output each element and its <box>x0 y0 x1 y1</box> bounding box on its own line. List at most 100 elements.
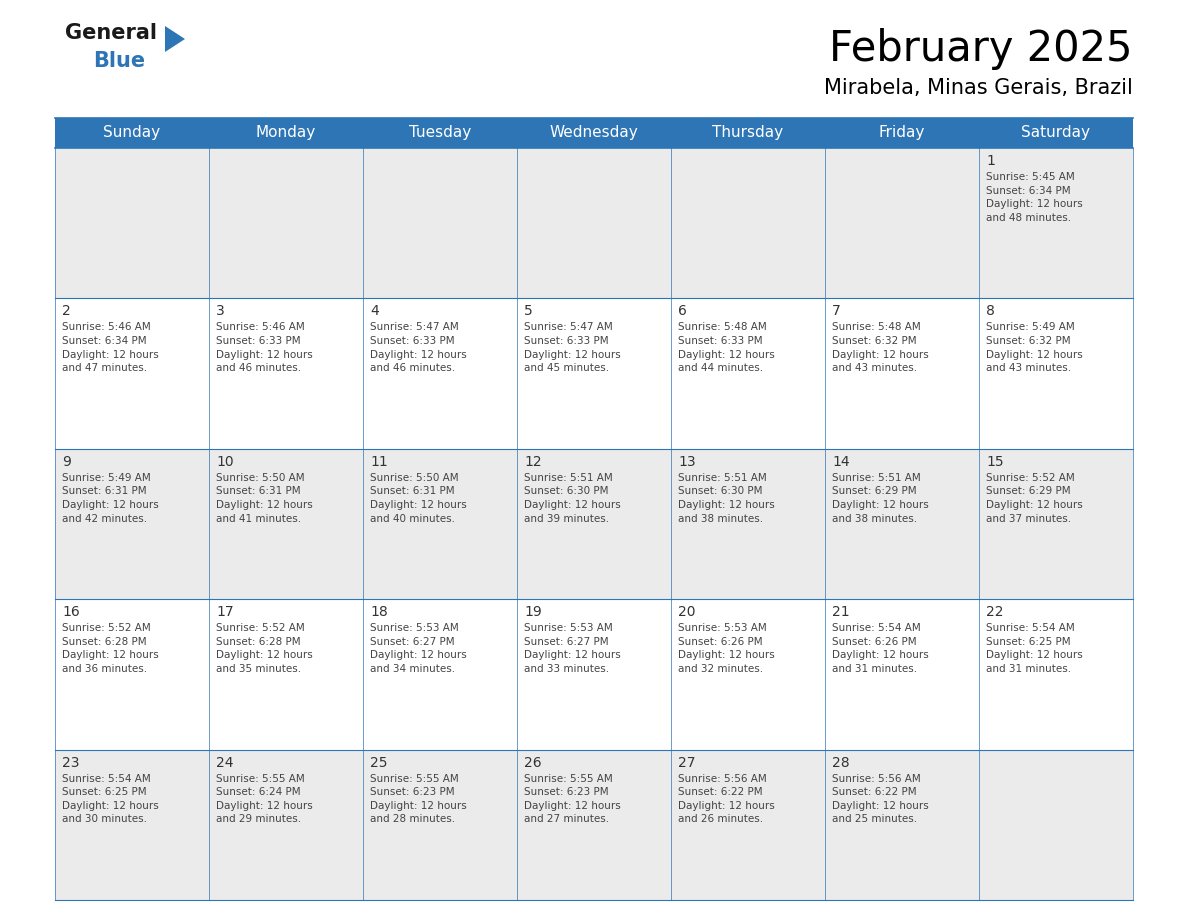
Bar <box>671 298 824 449</box>
Text: 16: 16 <box>62 605 80 620</box>
Bar <box>979 148 1133 298</box>
Bar <box>55 599 209 750</box>
Text: Sunrise: 5:54 AM
Sunset: 6:25 PM
Daylight: 12 hours
and 30 minutes.: Sunrise: 5:54 AM Sunset: 6:25 PM Dayligh… <box>62 774 159 824</box>
Text: 13: 13 <box>678 454 696 469</box>
Bar <box>517 298 671 449</box>
Text: February 2025: February 2025 <box>829 28 1133 70</box>
Bar <box>364 148 517 298</box>
Polygon shape <box>165 26 185 52</box>
Text: Sunrise: 5:56 AM
Sunset: 6:22 PM
Daylight: 12 hours
and 25 minutes.: Sunrise: 5:56 AM Sunset: 6:22 PM Dayligh… <box>832 774 929 824</box>
Bar <box>824 449 979 599</box>
Text: 24: 24 <box>216 756 234 769</box>
Bar <box>209 750 364 900</box>
Bar <box>364 750 517 900</box>
Text: 6: 6 <box>678 305 687 319</box>
Text: Tuesday: Tuesday <box>409 126 472 140</box>
Text: Sunrise: 5:47 AM
Sunset: 6:33 PM
Daylight: 12 hours
and 45 minutes.: Sunrise: 5:47 AM Sunset: 6:33 PM Dayligh… <box>524 322 621 374</box>
Text: 28: 28 <box>832 756 849 769</box>
Text: Saturday: Saturday <box>1022 126 1091 140</box>
Text: 9: 9 <box>62 454 71 469</box>
Text: 20: 20 <box>678 605 695 620</box>
Text: Sunrise: 5:55 AM
Sunset: 6:24 PM
Daylight: 12 hours
and 29 minutes.: Sunrise: 5:55 AM Sunset: 6:24 PM Dayligh… <box>216 774 312 824</box>
Text: Sunrise: 5:55 AM
Sunset: 6:23 PM
Daylight: 12 hours
and 27 minutes.: Sunrise: 5:55 AM Sunset: 6:23 PM Dayligh… <box>524 774 621 824</box>
Text: 17: 17 <box>216 605 234 620</box>
Text: Sunrise: 5:45 AM
Sunset: 6:34 PM
Daylight: 12 hours
and 48 minutes.: Sunrise: 5:45 AM Sunset: 6:34 PM Dayligh… <box>986 172 1082 223</box>
Text: Sunrise: 5:54 AM
Sunset: 6:25 PM
Daylight: 12 hours
and 31 minutes.: Sunrise: 5:54 AM Sunset: 6:25 PM Dayligh… <box>986 623 1082 674</box>
Bar <box>824 750 979 900</box>
Text: 11: 11 <box>369 454 387 469</box>
Text: Sunrise: 5:50 AM
Sunset: 6:31 PM
Daylight: 12 hours
and 41 minutes.: Sunrise: 5:50 AM Sunset: 6:31 PM Dayligh… <box>216 473 312 523</box>
Bar <box>671 148 824 298</box>
Bar <box>55 750 209 900</box>
Text: Sunrise: 5:55 AM
Sunset: 6:23 PM
Daylight: 12 hours
and 28 minutes.: Sunrise: 5:55 AM Sunset: 6:23 PM Dayligh… <box>369 774 467 824</box>
Text: 3: 3 <box>216 305 225 319</box>
Text: Sunrise: 5:52 AM
Sunset: 6:29 PM
Daylight: 12 hours
and 37 minutes.: Sunrise: 5:52 AM Sunset: 6:29 PM Dayligh… <box>986 473 1082 523</box>
Text: 25: 25 <box>369 756 387 769</box>
Bar <box>671 750 824 900</box>
Text: 12: 12 <box>524 454 542 469</box>
Text: Sunrise: 5:51 AM
Sunset: 6:29 PM
Daylight: 12 hours
and 38 minutes.: Sunrise: 5:51 AM Sunset: 6:29 PM Dayligh… <box>832 473 929 523</box>
Bar <box>824 599 979 750</box>
Text: Mirabela, Minas Gerais, Brazil: Mirabela, Minas Gerais, Brazil <box>824 78 1133 98</box>
Bar <box>517 599 671 750</box>
Text: Sunrise: 5:49 AM
Sunset: 6:31 PM
Daylight: 12 hours
and 42 minutes.: Sunrise: 5:49 AM Sunset: 6:31 PM Dayligh… <box>62 473 159 523</box>
Bar <box>209 298 364 449</box>
Text: Sunrise: 5:48 AM
Sunset: 6:32 PM
Daylight: 12 hours
and 43 minutes.: Sunrise: 5:48 AM Sunset: 6:32 PM Dayligh… <box>832 322 929 374</box>
Bar <box>517 449 671 599</box>
Text: Sunrise: 5:52 AM
Sunset: 6:28 PM
Daylight: 12 hours
and 35 minutes.: Sunrise: 5:52 AM Sunset: 6:28 PM Dayligh… <box>216 623 312 674</box>
Text: Sunrise: 5:46 AM
Sunset: 6:33 PM
Daylight: 12 hours
and 46 minutes.: Sunrise: 5:46 AM Sunset: 6:33 PM Dayligh… <box>216 322 312 374</box>
Bar <box>209 148 364 298</box>
Text: Sunrise: 5:46 AM
Sunset: 6:34 PM
Daylight: 12 hours
and 47 minutes.: Sunrise: 5:46 AM Sunset: 6:34 PM Dayligh… <box>62 322 159 374</box>
Text: Sunrise: 5:48 AM
Sunset: 6:33 PM
Daylight: 12 hours
and 44 minutes.: Sunrise: 5:48 AM Sunset: 6:33 PM Dayligh… <box>678 322 775 374</box>
Text: Sunrise: 5:47 AM
Sunset: 6:33 PM
Daylight: 12 hours
and 46 minutes.: Sunrise: 5:47 AM Sunset: 6:33 PM Dayligh… <box>369 322 467 374</box>
Bar <box>55 298 209 449</box>
Text: 5: 5 <box>524 305 532 319</box>
Bar <box>55 449 209 599</box>
Bar <box>364 298 517 449</box>
Text: 14: 14 <box>832 454 849 469</box>
Bar <box>979 449 1133 599</box>
Text: Sunrise: 5:49 AM
Sunset: 6:32 PM
Daylight: 12 hours
and 43 minutes.: Sunrise: 5:49 AM Sunset: 6:32 PM Dayligh… <box>986 322 1082 374</box>
Text: Friday: Friday <box>879 126 925 140</box>
Text: 7: 7 <box>832 305 841 319</box>
Bar <box>517 148 671 298</box>
Text: Sunrise: 5:51 AM
Sunset: 6:30 PM
Daylight: 12 hours
and 39 minutes.: Sunrise: 5:51 AM Sunset: 6:30 PM Dayligh… <box>524 473 621 523</box>
Bar <box>979 599 1133 750</box>
Bar <box>55 118 1133 148</box>
Text: Sunrise: 5:53 AM
Sunset: 6:26 PM
Daylight: 12 hours
and 32 minutes.: Sunrise: 5:53 AM Sunset: 6:26 PM Dayligh… <box>678 623 775 674</box>
Text: 21: 21 <box>832 605 849 620</box>
Bar <box>824 298 979 449</box>
Text: Blue: Blue <box>93 51 145 71</box>
Text: General: General <box>65 23 157 43</box>
Bar <box>979 750 1133 900</box>
Bar <box>824 148 979 298</box>
Text: 27: 27 <box>678 756 695 769</box>
Text: Sunrise: 5:53 AM
Sunset: 6:27 PM
Daylight: 12 hours
and 33 minutes.: Sunrise: 5:53 AM Sunset: 6:27 PM Dayligh… <box>524 623 621 674</box>
Text: Sunrise: 5:56 AM
Sunset: 6:22 PM
Daylight: 12 hours
and 26 minutes.: Sunrise: 5:56 AM Sunset: 6:22 PM Dayligh… <box>678 774 775 824</box>
Text: Sunday: Sunday <box>103 126 160 140</box>
Text: Sunrise: 5:53 AM
Sunset: 6:27 PM
Daylight: 12 hours
and 34 minutes.: Sunrise: 5:53 AM Sunset: 6:27 PM Dayligh… <box>369 623 467 674</box>
Bar <box>55 148 209 298</box>
Bar <box>671 449 824 599</box>
Text: 22: 22 <box>986 605 1004 620</box>
Text: 15: 15 <box>986 454 1004 469</box>
Text: 4: 4 <box>369 305 379 319</box>
Text: Monday: Monday <box>255 126 316 140</box>
Text: Sunrise: 5:51 AM
Sunset: 6:30 PM
Daylight: 12 hours
and 38 minutes.: Sunrise: 5:51 AM Sunset: 6:30 PM Dayligh… <box>678 473 775 523</box>
Bar <box>517 750 671 900</box>
Bar <box>209 599 364 750</box>
Bar <box>209 449 364 599</box>
Text: Sunrise: 5:52 AM
Sunset: 6:28 PM
Daylight: 12 hours
and 36 minutes.: Sunrise: 5:52 AM Sunset: 6:28 PM Dayligh… <box>62 623 159 674</box>
Text: Thursday: Thursday <box>713 126 784 140</box>
Text: 26: 26 <box>524 756 542 769</box>
Text: Sunrise: 5:54 AM
Sunset: 6:26 PM
Daylight: 12 hours
and 31 minutes.: Sunrise: 5:54 AM Sunset: 6:26 PM Dayligh… <box>832 623 929 674</box>
Text: 2: 2 <box>62 305 71 319</box>
Text: 23: 23 <box>62 756 80 769</box>
Text: 1: 1 <box>986 154 994 168</box>
Text: Wednesday: Wednesday <box>550 126 638 140</box>
Text: 19: 19 <box>524 605 542 620</box>
Bar <box>364 599 517 750</box>
Bar <box>979 298 1133 449</box>
Text: Sunrise: 5:50 AM
Sunset: 6:31 PM
Daylight: 12 hours
and 40 minutes.: Sunrise: 5:50 AM Sunset: 6:31 PM Dayligh… <box>369 473 467 523</box>
Text: 8: 8 <box>986 305 994 319</box>
